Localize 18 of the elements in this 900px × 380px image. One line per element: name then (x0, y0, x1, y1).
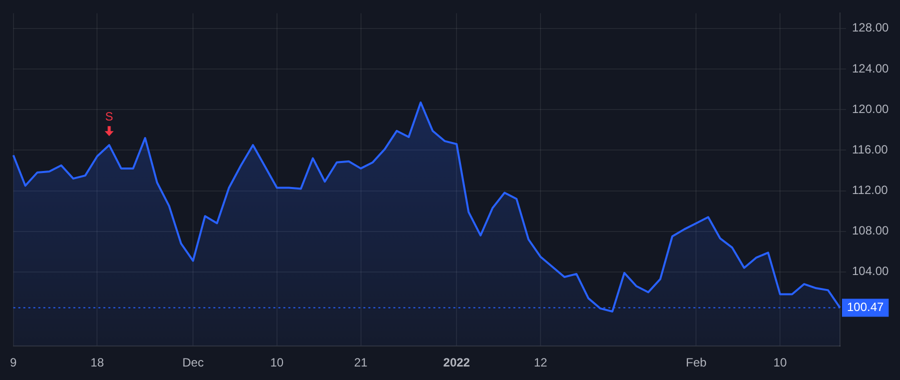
x-tick-label: 21 (354, 356, 368, 370)
x-tick-label: Feb (686, 356, 707, 370)
x-tick-label: 18 (90, 356, 104, 370)
y-tick-label: 108.00 (852, 224, 890, 238)
x-tick-label: 10 (773, 356, 788, 370)
y-tick-label: 120.00 (852, 102, 890, 116)
y-tick-label: 112.00 (852, 183, 888, 198)
y-tick-label: 124.00 (852, 61, 890, 76)
y-tick-label: 128.00 (852, 20, 890, 35)
x-tick-label: 12 (534, 356, 548, 370)
ref-line-label: 100.47 (847, 300, 884, 314)
x-tick-label: 2022 (443, 356, 470, 370)
x-tick-label: Dec (182, 356, 204, 370)
y-tick-label: 104.00 (852, 264, 890, 278)
x-tick-label: 10 (270, 356, 284, 370)
y-tick-label: 116.00 (852, 142, 888, 156)
x-tick-label: 9 (10, 356, 17, 370)
annotation: S (105, 109, 114, 124)
